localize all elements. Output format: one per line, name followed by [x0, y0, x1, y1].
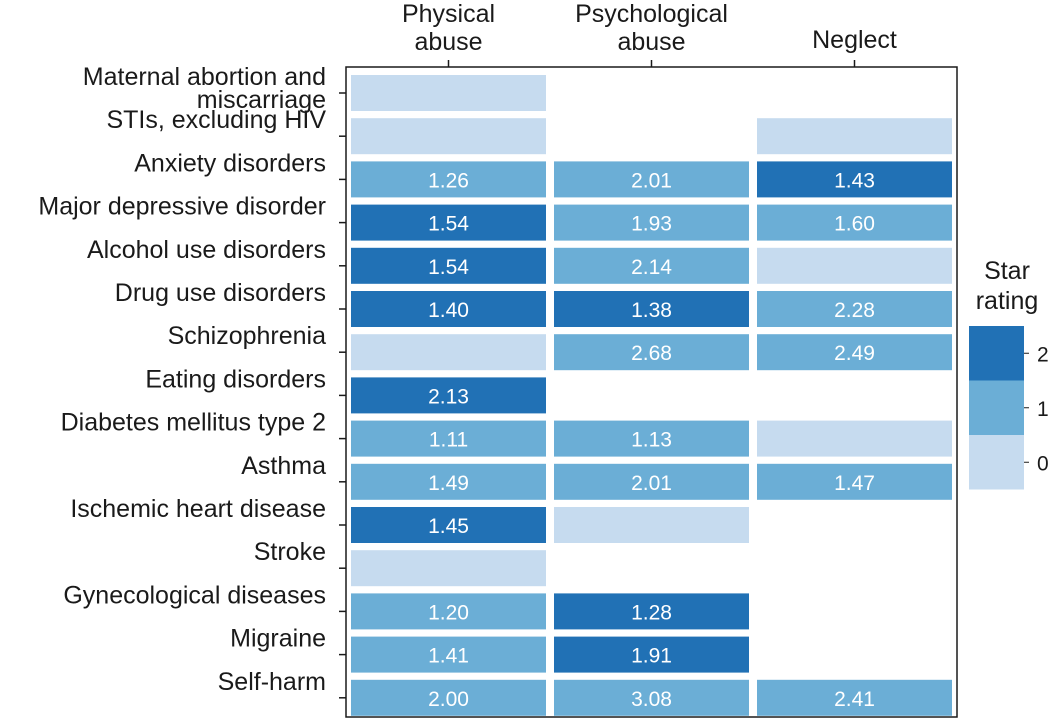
row-label: Maternal abortion and miscarriage: [83, 63, 326, 114]
row-ticks: [339, 92, 346, 699]
heatmap-cell: [757, 118, 952, 155]
column-label: Neglect: [812, 26, 897, 54]
heatmap-cell: [351, 75, 546, 111]
row-label: Eating disorders: [145, 365, 326, 393]
cell-value-label: 1.43: [834, 169, 875, 192]
heatmap-cell: [351, 247, 546, 284]
heatmap-cell: [351, 550, 546, 587]
cell-value-label: 3.08: [631, 688, 672, 711]
heatmap-cell: [757, 291, 952, 327]
cell-value-label: 1.40: [428, 299, 469, 322]
cell-value-label: 2.14: [631, 256, 672, 279]
column-label: Psychological abuse: [575, 0, 728, 56]
heatmap-cell: [757, 204, 952, 241]
heatmap-cell: [554, 161, 749, 198]
heatmap-cell: [351, 204, 546, 241]
cell-value-label: 1.49: [428, 472, 469, 495]
cell-value-label: 2.49: [834, 342, 875, 365]
legend-swatch: [969, 380, 1024, 435]
heatmap-cell: [757, 463, 952, 500]
legend-swatch: [969, 326, 1024, 381]
cell-value-label: 1.20: [428, 601, 469, 624]
row-label: Anxiety disorders: [134, 149, 326, 177]
row-label: Gynecological diseases: [63, 581, 326, 609]
heatmap-cell: [351, 118, 546, 155]
heatmap-cell: [757, 334, 952, 371]
heatmap-cell: [351, 679, 546, 716]
row-label: Diabetes mellitus type 2: [61, 409, 326, 437]
heatmap-cell: [757, 679, 952, 716]
heatmap-cell: [351, 334, 546, 371]
column-labels: Physical abuse Psychological abuse Neglect: [402, 0, 897, 56]
legend-tick-label: 2: [1037, 343, 1049, 366]
column-label: Physical abuse: [402, 0, 495, 56]
legend: Star rating 2 1 0: [969, 257, 1049, 490]
heatmap-cell: [757, 161, 952, 198]
plot-frame: [345, 66, 958, 718]
cell-value-label: 2.41: [834, 688, 875, 711]
heatmap-cell: [351, 377, 546, 414]
row-label: Asthma: [241, 452, 326, 480]
cell-value-label: 2.28: [834, 299, 875, 322]
cell-value-label: 2.01: [631, 472, 672, 495]
cell-value-label: 1.91: [631, 645, 672, 668]
heatmap-cell: [554, 204, 749, 241]
cell-value-label: 1.38: [631, 299, 672, 322]
cell-value-label: 1.13: [631, 429, 672, 452]
row-label: Ischemic heart disease: [70, 495, 326, 523]
legend-tick-label: 1: [1037, 398, 1049, 421]
heatmap-cell: [351, 420, 546, 457]
cell-value-label: 2.13: [428, 385, 469, 408]
column-ticks: [447, 60, 856, 67]
heatmap-cell: [554, 507, 749, 543]
heatmap-cell: [351, 636, 546, 673]
row-label: Major depressive disorder: [38, 193, 326, 221]
heatmap-cell: [351, 291, 546, 327]
legend-tick-label: 0: [1037, 452, 1049, 475]
cell-value-label: 2.01: [631, 169, 672, 192]
cell-value-label: 1.28: [631, 601, 672, 624]
row-label: Schizophrenia: [168, 322, 327, 350]
heatmap-cell: [554, 247, 749, 284]
cell-value-label: 1.54: [428, 256, 469, 279]
heatmap-cells: [351, 75, 952, 716]
heatmap-cell: [554, 593, 749, 630]
legend-swatch: [969, 435, 1024, 490]
heatmap-cell: [554, 291, 749, 327]
heatmap-cell: [351, 463, 546, 500]
heatmap-cell: [554, 420, 749, 457]
cell-value-label: 2.68: [631, 342, 672, 365]
heatmap-cell: [554, 463, 749, 500]
row-label: STIs, excluding HIV: [106, 106, 326, 134]
heatmap-cell: [757, 247, 952, 284]
cell-value-label: 1.93: [631, 213, 672, 236]
cell-value-label: 1.26: [428, 169, 469, 192]
heatmap-cell: [351, 593, 546, 630]
cell-value-label: 1.60: [834, 213, 875, 236]
heatmap-cell: [554, 334, 749, 371]
cell-value-label: 2.00: [428, 688, 469, 711]
heatmap-cell: [351, 507, 546, 543]
cell-value-label: 1.41: [428, 645, 469, 668]
row-label: Self-harm: [218, 668, 326, 696]
row-label: Stroke: [254, 538, 326, 566]
heatmap-cell: [351, 161, 546, 198]
row-label: Drug use disorders: [115, 279, 326, 307]
cell-value-label: 1.47: [834, 472, 875, 495]
cell-value-label: 1.54: [428, 213, 469, 236]
cell-value-labels: 1.26 2.01 1.43 1.54 1.93 1.60 1.54 2.14 1.40 1.38…: [428, 169, 875, 710]
cell-value-label: 1.11: [429, 429, 468, 452]
row-label: Alcohol use disorders: [87, 236, 326, 264]
heatmap-cell: [757, 420, 952, 457]
heatmap-cell: [554, 636, 749, 673]
heatmap-cell: [554, 679, 749, 716]
legend-title: Star rating: [976, 257, 1039, 315]
cell-value-label: 1.45: [428, 515, 469, 538]
row-label: Migraine: [230, 625, 326, 653]
